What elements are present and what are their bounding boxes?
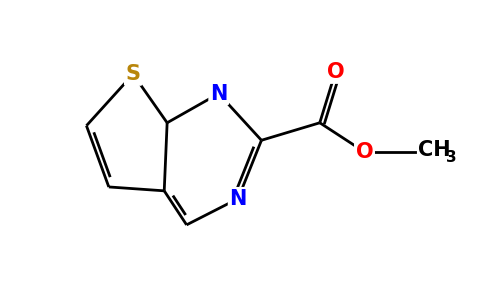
Text: CH: CH bbox=[418, 140, 451, 160]
Text: O: O bbox=[327, 62, 344, 82]
Text: S: S bbox=[126, 64, 141, 84]
Text: N: N bbox=[229, 189, 247, 208]
Text: 3: 3 bbox=[446, 150, 457, 165]
Text: O: O bbox=[356, 142, 373, 162]
Text: N: N bbox=[210, 84, 227, 103]
